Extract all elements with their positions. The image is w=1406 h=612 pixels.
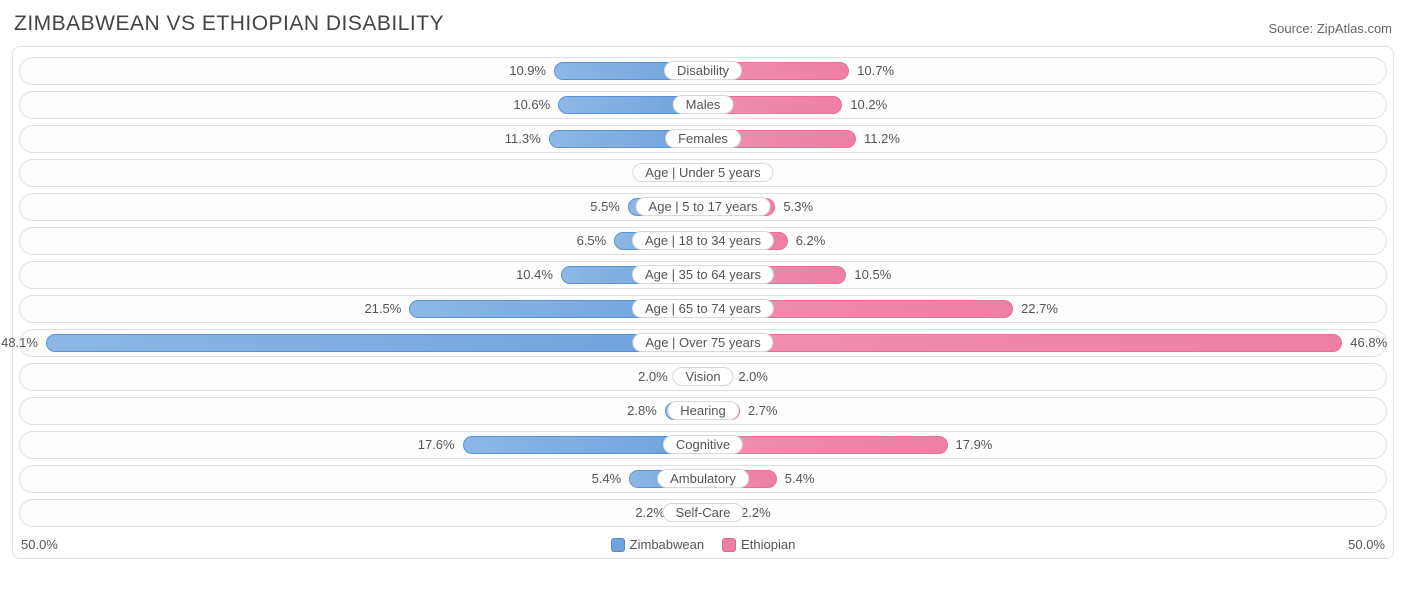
category-label: Age | 18 to 34 years <box>632 231 774 250</box>
legend-right-swatch <box>722 538 736 552</box>
chart-row: 21.5% 22.7% Age | 65 to 74 years <box>19 295 1387 323</box>
value-left: 10.4% <box>516 267 553 282</box>
chart-area: 10.9% 10.7% Disability 10.6% 10.2% Males 11.3%… <box>12 46 1394 559</box>
category-label: Age | 5 to 17 years <box>636 197 771 216</box>
value-left: 5.4% <box>592 471 622 486</box>
legend-right: Ethiopian <box>722 537 795 552</box>
chart-row: 2.0% 2.0% Vision <box>19 363 1387 391</box>
bar-left <box>46 334 703 352</box>
category-label: Age | 65 to 74 years <box>632 299 774 318</box>
value-left: 17.6% <box>418 437 455 452</box>
legend-left-label: Zimbabwean <box>630 537 704 552</box>
chart-row: 2.8% 2.7% Hearing <box>19 397 1387 425</box>
chart-row: 11.3% 11.2% Females <box>19 125 1387 153</box>
chart-row: 1.2%1.1%Age | Under 5 years <box>19 159 1387 187</box>
chart-row: 10.4% 10.5% Age | 35 to 64 years <box>19 261 1387 289</box>
bar-right <box>703 334 1342 352</box>
category-label: Age | Under 5 years <box>632 163 773 182</box>
chart-rows: 10.9% 10.7% Disability 10.6% 10.2% Males 11.3%… <box>19 57 1387 527</box>
value-left: 2.8% <box>627 403 657 418</box>
chart-row: 17.6% 17.9% Cognitive <box>19 431 1387 459</box>
legend-left: Zimbabwean <box>611 537 704 552</box>
category-label: Age | 35 to 64 years <box>632 265 774 284</box>
value-left: 11.3% <box>505 131 541 146</box>
legend-left-swatch <box>611 538 625 552</box>
value-right: 5.3% <box>783 199 813 214</box>
value-right: 2.7% <box>748 403 778 418</box>
chart-header: ZIMBABWEAN VS ETHIOPIAN DISABILITY Sourc… <box>12 8 1394 46</box>
value-left: 10.9% <box>509 63 546 78</box>
value-right: 22.7% <box>1021 301 1058 316</box>
chart-source: Source: ZipAtlas.com <box>1268 21 1392 36</box>
chart-container: ZIMBABWEAN VS ETHIOPIAN DISABILITY Sourc… <box>0 0 1406 567</box>
axis-left-max: 50.0% <box>21 537 58 552</box>
value-left: 6.5% <box>577 233 607 248</box>
legend: Zimbabwean Ethiopian <box>611 537 796 552</box>
category-label: Females <box>665 129 741 148</box>
value-right: 46.8% <box>1350 335 1387 350</box>
category-label: Age | Over 75 years <box>632 333 773 352</box>
value-left: 5.5% <box>590 199 620 214</box>
category-label: Cognitive <box>663 435 743 454</box>
category-label: Males <box>673 95 734 114</box>
chart-title: ZIMBABWEAN VS ETHIOPIAN DISABILITY <box>14 12 444 36</box>
value-right: 10.7% <box>857 63 894 78</box>
category-label: Disability <box>664 61 742 80</box>
chart-row: 6.5% 6.2% Age | 18 to 34 years <box>19 227 1387 255</box>
value-left: 48.1% <box>1 335 38 350</box>
value-left: 21.5% <box>364 301 401 316</box>
value-right: 17.9% <box>956 437 993 452</box>
value-right: 5.4% <box>785 471 815 486</box>
legend-right-label: Ethiopian <box>741 537 795 552</box>
value-left: 10.6% <box>513 97 550 112</box>
chart-row: 5.5% 5.3% Age | 5 to 17 years <box>19 193 1387 221</box>
chart-footer: 50.0% Zimbabwean Ethiopian 50.0% <box>19 533 1387 552</box>
value-left: 2.2% <box>635 505 665 520</box>
value-right: 6.2% <box>796 233 826 248</box>
chart-row: 10.9% 10.7% Disability <box>19 57 1387 85</box>
category-label: Vision <box>672 367 733 386</box>
chart-row: 10.6% 10.2% Males <box>19 91 1387 119</box>
chart-row: 5.4% 5.4% Ambulatory <box>19 465 1387 493</box>
chart-row: 48.1%46.8%Age | Over 75 years <box>19 329 1387 357</box>
axis-right-max: 50.0% <box>1348 537 1385 552</box>
category-label: Hearing <box>667 401 739 420</box>
value-right: 10.5% <box>854 267 891 282</box>
category-label: Ambulatory <box>657 469 749 488</box>
value-right: 2.2% <box>741 505 771 520</box>
value-left: 2.0% <box>638 369 668 384</box>
value-right: 2.0% <box>738 369 768 384</box>
value-right: 11.2% <box>864 131 900 146</box>
category-label: Self-Care <box>663 503 744 522</box>
value-right: 10.2% <box>850 97 887 112</box>
chart-row: 2.2% 2.2%Self-Care <box>19 499 1387 527</box>
